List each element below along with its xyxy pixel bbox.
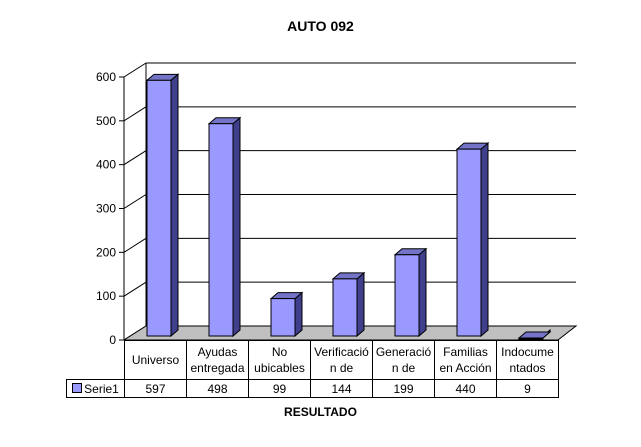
- data-value-cell: 597: [124, 379, 187, 398]
- category-row: Universo Ayudas entregada No ubicables Veri…: [66, 340, 559, 380]
- gridline-depth: [123, 150, 147, 166]
- y-tick-label: 300: [96, 202, 116, 216]
- bar: [146, 79, 172, 337]
- table-corner-cell: [66, 340, 125, 380]
- bar: [518, 337, 544, 340]
- category-label: No ubicables: [248, 340, 311, 380]
- category-label: Generació n de: [372, 340, 435, 380]
- bar-side: [170, 73, 179, 338]
- bar-side: [232, 116, 241, 338]
- data-value-cell: 99: [248, 379, 311, 398]
- bar-side: [294, 291, 303, 338]
- data-value-cell: 440: [434, 379, 497, 398]
- gridline-depth: [123, 194, 147, 209]
- legend-label: Serie1: [84, 381, 119, 396]
- y-tick-label: 0: [109, 333, 116, 347]
- y-tick-label: 200: [96, 245, 116, 259]
- data-value-cell: 498: [186, 379, 249, 398]
- data-value-cell: 144: [310, 379, 373, 398]
- gridline-depth: [123, 106, 147, 122]
- category-label: Indocume ntados: [496, 340, 559, 380]
- y-tick-label: 400: [96, 158, 116, 172]
- legend-key: [72, 383, 83, 394]
- series-row: Serie1 597 498 99 144 199 440 9: [66, 379, 559, 398]
- data-value-cell: 199: [372, 379, 435, 398]
- y-tick-label: 600: [96, 70, 116, 84]
- bar-side: [418, 247, 427, 338]
- bar: [270, 298, 296, 337]
- x-axis-label: RESULTADO: [284, 405, 357, 419]
- category-label: Verificació n de: [310, 340, 373, 380]
- data-table: Universo Ayudas entregada No ubicables Veri…: [66, 340, 559, 398]
- category-label: Universo: [124, 340, 187, 380]
- data-value-cell: 9: [496, 379, 559, 398]
- category-label: Familias en Acción: [434, 340, 497, 380]
- bar: [332, 278, 358, 337]
- category-label: Ayudas entregada: [186, 340, 249, 380]
- bar: [394, 254, 420, 337]
- gridline-depth: [123, 62, 147, 78]
- bar: [208, 123, 234, 337]
- bar-side: [356, 271, 365, 338]
- legend-cell: Serie1: [66, 379, 125, 398]
- gridline-depth: [123, 237, 147, 253]
- y-tick-label: 100: [96, 289, 116, 303]
- chart-title: AUTO 092: [287, 18, 354, 34]
- gridline-depth: [123, 281, 147, 297]
- bar: [456, 148, 482, 337]
- y-tick-label: 500: [96, 114, 116, 128]
- bar-side: [480, 142, 489, 338]
